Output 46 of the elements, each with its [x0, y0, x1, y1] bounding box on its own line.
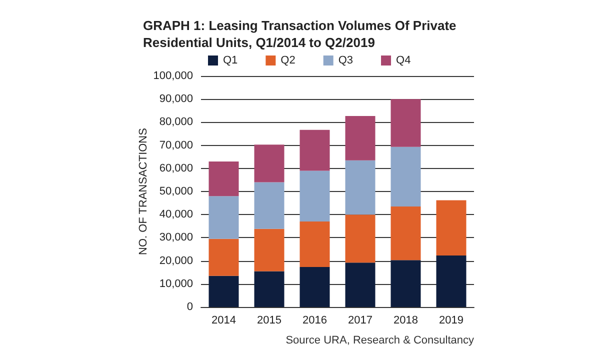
- y-tick-label: 80,000: [159, 116, 193, 128]
- x-tick-label: 2014: [212, 314, 236, 326]
- y-tick-label: 60,000: [159, 162, 193, 174]
- bar: [208, 196, 239, 239]
- bar: [345, 262, 376, 307]
- bar: [300, 267, 330, 307]
- bar: [436, 200, 466, 256]
- x-tick-label: 2015: [257, 314, 282, 326]
- bar: [390, 260, 421, 307]
- x-tick-label: 2017: [348, 314, 372, 326]
- bar: [254, 271, 284, 307]
- chart-title: GRAPH 1: Leasing Transaction Volumes Of Private Residential Units, Q1/2014 to Q2/2019: [143, 18, 456, 50]
- y-tick-label: 100,000: [153, 70, 193, 82]
- x-tick-label: 2016: [302, 314, 327, 326]
- bar: [208, 238, 239, 276]
- legend-label: Q4: [396, 54, 411, 66]
- bar: [390, 146, 421, 207]
- y-tick-label: 10,000: [159, 278, 193, 290]
- bar: [300, 170, 330, 222]
- y-tick-label: 30,000: [159, 232, 193, 244]
- y-tick-label: 90,000: [159, 93, 193, 106]
- y-tick-label: 50,000: [159, 186, 193, 198]
- bar: [254, 144, 284, 182]
- x-tick-label: 2018: [394, 314, 418, 326]
- bar: [390, 206, 421, 260]
- legend-label: Q3: [338, 54, 354, 66]
- bar: [345, 160, 376, 215]
- y-tick-label: 0: [186, 301, 193, 313]
- bar: [254, 228, 284, 272]
- y-axis-title: NO. OF TRANSACTIONS: [138, 128, 150, 255]
- y-tick-label: 40,000: [159, 208, 193, 221]
- bar: [208, 161, 239, 196]
- source-note: Source URA, Research & Consultancy: [286, 334, 474, 346]
- legend-label: Q2: [280, 54, 296, 66]
- x-tick-label: 2019: [439, 314, 464, 326]
- bar: [208, 276, 239, 307]
- bar: [390, 99, 421, 147]
- bar: [345, 116, 376, 160]
- bar: [254, 182, 284, 229]
- y-tick-label: 70,000: [159, 139, 193, 152]
- bar: [345, 214, 376, 263]
- legend-label: Q1: [223, 54, 238, 66]
- bar: [436, 255, 466, 307]
- bar: [300, 130, 330, 171]
- bar: [300, 222, 330, 268]
- y-tick-label: 20,000: [159, 254, 193, 267]
